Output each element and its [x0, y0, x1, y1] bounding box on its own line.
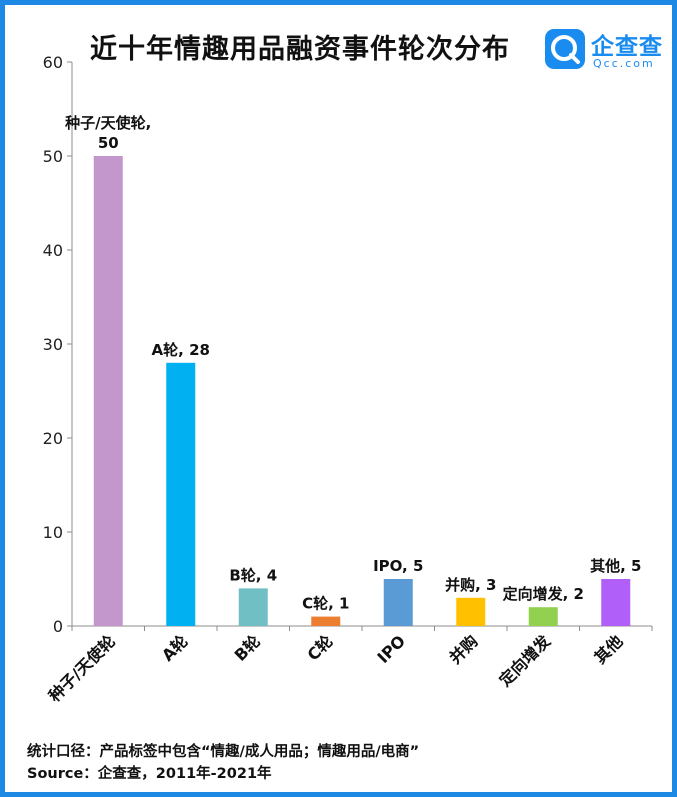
x-category-label: IPO	[374, 631, 410, 667]
x-category-label: B轮	[231, 631, 264, 664]
x-category-label: 其他	[591, 631, 627, 667]
data-label-line: C轮, 1	[302, 595, 349, 613]
x-category-label: 定向增发	[495, 631, 555, 691]
chart-footer: 统计口径：产品标签中包含“情趣/成人用品；情趣用品/电商” Source：企查查…	[27, 741, 419, 785]
x-category-label: 并购	[446, 631, 482, 667]
bar-4	[383, 579, 413, 626]
y-tick-label: 40	[43, 241, 63, 260]
qcc-logo-icon	[545, 29, 585, 69]
data-label-line: B轮, 4	[229, 566, 277, 584]
logo-subtext: Qcc.com	[593, 57, 655, 70]
y-tick-label: 60	[43, 53, 63, 72]
data-label: 其他, 5	[590, 557, 641, 575]
footer-source: Source：企查查，2011年-2021年	[27, 766, 272, 782]
data-label: C轮, 1	[302, 595, 349, 613]
y-tick-label: 50	[43, 147, 63, 166]
data-label-line: A轮, 28	[152, 341, 210, 359]
data-label: B轮, 4	[229, 566, 277, 584]
x-category-label: C轮	[304, 631, 337, 664]
y-tick-label: 30	[43, 335, 63, 354]
data-label: A轮, 28	[152, 341, 210, 359]
data-label-line: 其他, 5	[590, 557, 641, 575]
bar-7	[601, 579, 631, 626]
logo-text: 企查查	[591, 34, 663, 60]
y-tick-label: 10	[43, 523, 63, 542]
x-category-label: 种子/天使轮	[44, 631, 119, 706]
bar-2	[238, 588, 268, 626]
data-label-line: 种子/天使轮,	[64, 114, 151, 132]
data-label: IPO, 5	[373, 557, 423, 575]
bar-3	[311, 616, 341, 626]
data-label: 种子/天使轮, 50	[64, 114, 151, 152]
data-label: 定向增发, 2	[503, 585, 584, 603]
data-label-line: 定向增发, 2	[503, 585, 584, 603]
footer-scope-note: 统计口径：产品标签中包含“情趣/成人用品；情趣用品/电商”	[27, 744, 420, 760]
data-label-line: IPO, 5	[373, 557, 423, 575]
bar-5	[456, 597, 486, 626]
data-label: 并购, 3	[445, 576, 496, 594]
data-label-line: 50	[98, 134, 119, 152]
brand-logo: 企查查 Qcc.com	[545, 27, 667, 73]
x-category-label: A轮	[158, 631, 192, 665]
bar-1	[166, 362, 196, 626]
y-tick-label: 0	[53, 617, 63, 636]
chart-title: 近十年情趣用品融资事件轮次分布	[90, 34, 510, 65]
bar-6	[528, 607, 558, 626]
data-label-line: 并购, 3	[445, 576, 496, 594]
bar-0	[93, 156, 123, 626]
y-tick-label: 20	[43, 429, 63, 448]
